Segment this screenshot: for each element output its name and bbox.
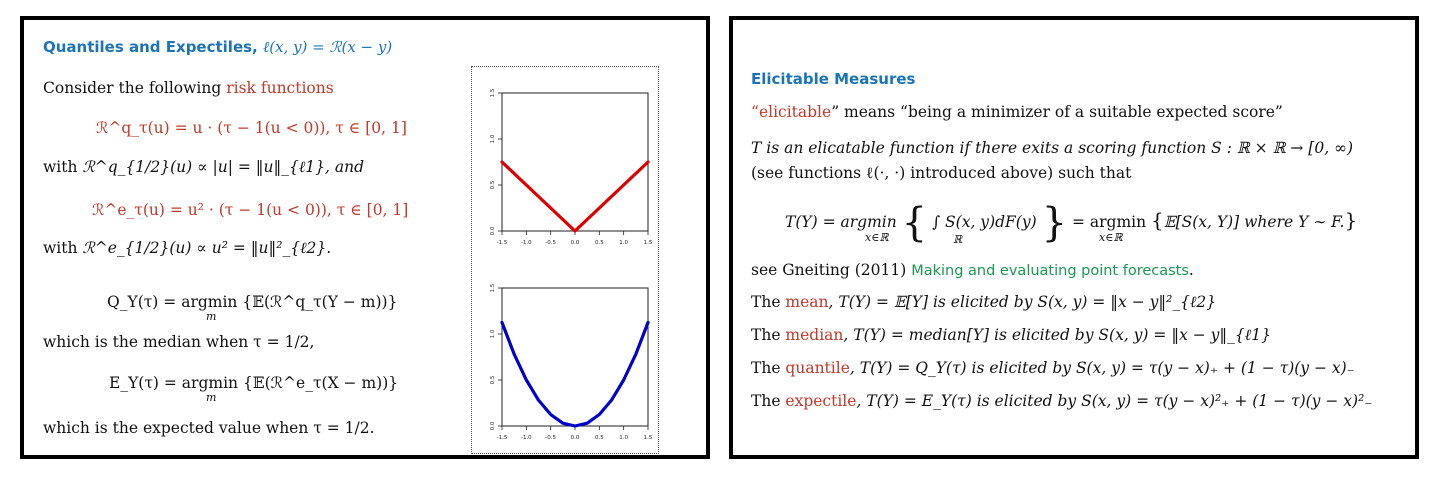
- x-tick-label: 1.5: [644, 435, 653, 441]
- y-tick-label: 0.5: [490, 375, 496, 384]
- t-line-1: T is an elicatable function if there exi…: [751, 139, 1354, 157]
- x-tick-label: 1.5: [644, 240, 653, 246]
- definition-line: “elicitable” means “being a minimizer of…: [751, 102, 1283, 122]
- y-tick-label: 1.0: [490, 329, 496, 338]
- eq-right: 𝔼[S(x, Y)] where Y ∼ F.: [1163, 213, 1345, 231]
- y-tick-label: 0.5: [490, 180, 496, 189]
- x-tick-label: 0.0: [571, 240, 580, 246]
- reference-link[interactable]: Making and evaluating point forecasts: [911, 263, 1189, 279]
- expectile-definition-equation: E_Y(τ) = argmin {𝔼(ℛ^e_τ(X − m))}: [109, 374, 399, 392]
- integral-subscript: ℝ: [953, 233, 963, 246]
- eq-mid: = argmin: [1071, 213, 1147, 231]
- absolute-loss-chart: -1.5 -1.0 -0.5 0.0 0.5 1.0 1.5 0.0 0.5 1.0 1.5: [490, 88, 653, 246]
- definition-rest: ” means “being a minimizer of a suitable…: [831, 103, 1283, 121]
- item-rest: , T(Y) = median[Y] is elicited by S(x, y…: [843, 326, 1271, 344]
- left-slide: Quantiles and Expectiles, ℓ(x, y) = ℛ(x …: [20, 16, 710, 459]
- t-line-2: (see functions ℓ(·, ·) introduced above)…: [751, 164, 1132, 182]
- item-rest: , T(Y) = 𝔼[Y] is elicited by S(x, y) = ‖…: [828, 293, 1217, 311]
- elicitability-equation: T(Y) = argmin { ∫ S(x, y)dF(y) } = argmi…: [785, 200, 1357, 243]
- risk-functions-term: risk functions: [226, 79, 334, 97]
- with-line-2: with ℛ^e_{1/2}(u) ∝ u² = ‖u‖²_{ℓ2}.: [43, 238, 331, 258]
- eq-integral: ∫ S(x, y)dF(y): [932, 213, 1037, 231]
- y-tick-label: 1.5: [490, 283, 496, 292]
- item-median: The median, T(Y) = median[Y] is elicited…: [751, 325, 1271, 345]
- intro-line: Consider the following risk functions: [43, 78, 334, 98]
- quantile-argmin-subscript: m: [206, 310, 217, 323]
- y-tick-label: 1.0: [490, 134, 496, 143]
- right-brace: }: [1041, 200, 1068, 246]
- item-prefix: The: [751, 326, 786, 344]
- y-tick-label: 1.5: [490, 88, 496, 97]
- y-tick-label: 0.0: [490, 421, 496, 430]
- item-rest: , T(Y) = E_Y(τ) is elicited by S(x, y) =…: [856, 392, 1373, 410]
- item-rest: , T(Y) = Q_Y(τ) is elicited by S(x, y) =…: [849, 359, 1355, 377]
- x-tick-label: -0.5: [545, 240, 556, 246]
- left-frame-title: Quantiles and Expectiles, ℓ(x, y) = ℛ(x …: [43, 38, 392, 57]
- with1-plain: with: [43, 158, 83, 176]
- with2-plain: with: [43, 239, 83, 257]
- y-tick-label: 0.0: [490, 226, 496, 235]
- left-brace-2: {: [1151, 208, 1164, 232]
- plot-frame: [501, 287, 649, 427]
- item-prefix: The: [751, 293, 786, 311]
- with-line-1: with ℛ^q_{1/2}(u) ∝ |u| = ‖u‖_{ℓ1}, and: [43, 157, 364, 177]
- x-tick-label: -1.5: [497, 435, 508, 441]
- item-term: quantile: [785, 359, 850, 377]
- open-quote: “: [751, 103, 759, 121]
- left-brace: {: [901, 200, 928, 246]
- x-tick-label: 1.0: [619, 240, 628, 246]
- x-tick-label: 1.0: [619, 435, 628, 441]
- quantile-definition-equation: Q_Y(τ) = argmin {𝔼(ℛ^q_τ(Y − m))}: [107, 293, 398, 311]
- item-quantile: The quantile, T(Y) = Q_Y(τ) is elicited …: [751, 358, 1355, 378]
- expectile-argmin-subscript: m: [206, 391, 217, 404]
- with1-math: ℛ^q_{1/2}(u) ∝ |u| = ‖u‖_{ℓ1}, and: [82, 158, 365, 176]
- argmin-subscript-2: x∈ℝ: [1099, 231, 1123, 244]
- loss-curve: [500, 160, 650, 233]
- intro-plain: Consider the following: [43, 79, 227, 97]
- right-slide: Elicitable Measures “elicitable” means “…: [729, 16, 1419, 459]
- quantile-risk-equation: ℛ^q_τ(u) = u · (τ − 1(u < 0)), τ ∈ [0, 1…: [96, 119, 407, 137]
- eq-left: T(Y) = argmin: [785, 213, 897, 231]
- x-tick-label: -0.5: [545, 435, 556, 441]
- with2-math: ℛ^e_{1/2}(u) ∝ u² = ‖u‖²_{ℓ2}.: [82, 239, 332, 257]
- x-tick-label: 0.5: [595, 240, 604, 246]
- item-term: expectile: [785, 392, 857, 410]
- x-tick-label: -1.0: [521, 240, 532, 246]
- x-tick-label: -1.0: [521, 435, 532, 441]
- reference-plain: see Gneiting (2011): [751, 261, 912, 279]
- item-expectile: The expectile, T(Y) = E_Y(τ) is elicited…: [751, 391, 1372, 411]
- item-term: mean: [785, 293, 829, 311]
- expectile-risk-equation: ℛ^e_τ(u) = u² · (τ − 1(u < 0)), τ ∈ [0, …: [92, 201, 409, 219]
- loss-curve: [500, 320, 650, 428]
- item-mean: The mean, T(Y) = 𝔼[Y] is elicited by S(x…: [751, 292, 1216, 312]
- left-title-text: Quantiles and Expectiles,: [43, 38, 258, 56]
- reference-end: .: [1188, 261, 1194, 279]
- x-tick-label: -1.5: [497, 240, 508, 246]
- argmin-subscript-1: x∈ℝ: [865, 231, 889, 244]
- right-frame-title: Elicitable Measures: [751, 70, 916, 88]
- plot-frame: [501, 92, 649, 232]
- squared-loss-chart: -1.5 -1.0 -0.5 0.0 0.5 1.0 1.5 0.0 0.5 1.0 1.5: [490, 283, 653, 441]
- reference-line: see Gneiting (2011) Making and evaluatin…: [751, 260, 1194, 281]
- median-line: which is the median when τ = 1/2,: [43, 333, 315, 351]
- item-term: median: [785, 326, 844, 344]
- right-brace-2: }: [1344, 208, 1358, 232]
- item-prefix: The: [751, 392, 786, 410]
- x-tick-label: 0.5: [595, 435, 604, 441]
- elicitable-term: elicitable: [758, 103, 832, 121]
- plots-panel: -1.5 -1.0 -0.5 0.0 0.5 1.0 1.5 0.0 0.5 1.0 1.5 -1.…: [471, 66, 659, 454]
- expected-value-line: which is the expected value when τ = 1/2…: [43, 419, 375, 437]
- x-tick-label: 0.0: [571, 435, 580, 441]
- left-title-math: ℓ(x, y) = ℛ(x − y): [262, 38, 393, 56]
- item-prefix: The: [751, 359, 786, 377]
